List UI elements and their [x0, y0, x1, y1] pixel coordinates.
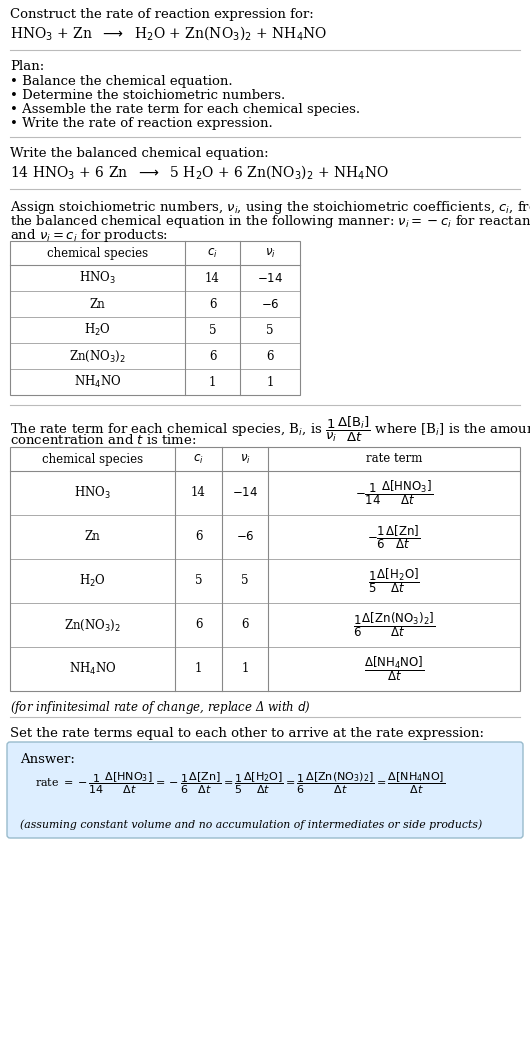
Text: (assuming constant volume and no accumulation of intermediates or side products): (assuming constant volume and no accumul…	[20, 818, 482, 830]
Text: Set the rate terms equal to each other to arrive at the rate expression:: Set the rate terms equal to each other t…	[10, 727, 484, 740]
Text: 1: 1	[266, 376, 273, 388]
Text: 1: 1	[195, 663, 202, 675]
Text: H$_2$O: H$_2$O	[84, 322, 111, 338]
Text: HNO$_3$: HNO$_3$	[74, 485, 111, 501]
Text: 6: 6	[209, 298, 216, 310]
Text: $-\dfrac{1}{14}\dfrac{\Delta[\mathrm{HNO_3}]}{\Delta t}$: $-\dfrac{1}{14}\dfrac{\Delta[\mathrm{HNO…	[355, 478, 433, 507]
Text: $\nu_i$: $\nu_i$	[264, 246, 276, 260]
Text: H$_2$O: H$_2$O	[79, 573, 106, 589]
Text: 6: 6	[195, 530, 202, 544]
Text: $-\dfrac{1}{6}\dfrac{\Delta[\mathrm{Zn}]}{\Delta t}$: $-\dfrac{1}{6}\dfrac{\Delta[\mathrm{Zn}]…	[367, 523, 421, 551]
Text: Zn(NO$_3$)$_2$: Zn(NO$_3$)$_2$	[64, 617, 121, 633]
Text: $-6$: $-6$	[261, 298, 279, 310]
Text: $\nu_i$: $\nu_i$	[240, 452, 250, 466]
Text: • Write the rate of reaction expression.: • Write the rate of reaction expression.	[10, 117, 273, 130]
Text: NH$_4$NO: NH$_4$NO	[69, 661, 116, 678]
Text: 6: 6	[195, 618, 202, 632]
Text: Zn: Zn	[90, 298, 105, 310]
Text: and $\nu_i = c_i$ for products:: and $\nu_i = c_i$ for products:	[10, 227, 168, 244]
Text: Zn: Zn	[85, 530, 100, 544]
Text: $-14$: $-14$	[257, 271, 283, 285]
Text: $\dfrac{\Delta[\mathrm{NH_4NO}]}{\Delta t}$: $\dfrac{\Delta[\mathrm{NH_4NO}]}{\Delta …	[364, 655, 425, 684]
Text: HNO$_3$: HNO$_3$	[79, 270, 116, 286]
Text: • Assemble the rate term for each chemical species.: • Assemble the rate term for each chemic…	[10, 103, 360, 116]
Text: • Determine the stoichiometric numbers.: • Determine the stoichiometric numbers.	[10, 89, 285, 102]
Text: rate $= -\dfrac{1}{14}\dfrac{\Delta[\mathrm{HNO_3}]}{\Delta t} = -\dfrac{1}{6}\d: rate $= -\dfrac{1}{14}\dfrac{\Delta[\mat…	[35, 772, 445, 797]
Text: $-14$: $-14$	[232, 487, 258, 499]
Text: concentration and $t$ is time:: concentration and $t$ is time:	[10, 433, 197, 447]
Text: 6: 6	[209, 350, 216, 362]
Text: 5: 5	[195, 574, 202, 588]
Bar	[10, 447, 520, 691]
Text: 1: 1	[241, 663, 249, 675]
Bar	[10, 241, 300, 395]
Text: (for infinitesimal rate of change, replace Δ with $d$): (for infinitesimal rate of change, repla…	[10, 699, 311, 716]
Text: $\dfrac{1}{5}\dfrac{\Delta[\mathrm{H_2O}]}{\Delta t}$: $\dfrac{1}{5}\dfrac{\Delta[\mathrm{H_2O}…	[368, 567, 420, 595]
Text: 5: 5	[241, 574, 249, 588]
Text: HNO$_3$ + Zn  $\longrightarrow$  H$_2$O + Zn(NO$_3$)$_2$ + NH$_4$NO: HNO$_3$ + Zn $\longrightarrow$ H$_2$O + …	[10, 24, 328, 42]
Text: $-6$: $-6$	[236, 530, 254, 544]
Text: $\dfrac{1}{6}\dfrac{\Delta[\mathrm{Zn(NO_3)_2}]}{\Delta t}$: $\dfrac{1}{6}\dfrac{\Delta[\mathrm{Zn(NO…	[353, 611, 435, 639]
Text: • Balance the chemical equation.: • Balance the chemical equation.	[10, 75, 233, 88]
Text: Assign stoichiometric numbers, $\nu_i$, using the stoichiometric coefficients, $: Assign stoichiometric numbers, $\nu_i$, …	[10, 199, 530, 216]
Text: NH$_4$NO: NH$_4$NO	[74, 374, 121, 390]
Text: $c_i$: $c_i$	[207, 246, 218, 260]
Text: Construct the rate of reaction expression for:: Construct the rate of reaction expressio…	[10, 8, 314, 21]
Text: Zn(NO$_3$)$_2$: Zn(NO$_3$)$_2$	[69, 349, 126, 363]
Text: 14: 14	[191, 487, 206, 499]
Text: $c_i$: $c_i$	[193, 452, 204, 466]
Text: Plan:: Plan:	[10, 60, 44, 73]
Text: 6: 6	[241, 618, 249, 632]
Text: Answer:: Answer:	[20, 753, 75, 766]
Text: the balanced chemical equation in the following manner: $\nu_i = -c_i$ for react: the balanced chemical equation in the fo…	[10, 213, 530, 230]
Text: The rate term for each chemical species, B$_i$, is $\dfrac{1}{\nu_i}\dfrac{\Delt: The rate term for each chemical species,…	[10, 416, 530, 445]
Text: chemical species: chemical species	[47, 246, 148, 260]
FancyBboxPatch shape	[7, 742, 523, 838]
Text: Write the balanced chemical equation:: Write the balanced chemical equation:	[10, 147, 269, 160]
Text: 14 HNO$_3$ + 6 Zn  $\longrightarrow$  5 H$_2$O + 6 Zn(NO$_3$)$_2$ + NH$_4$NO: 14 HNO$_3$ + 6 Zn $\longrightarrow$ 5 H$…	[10, 163, 389, 181]
Text: 5: 5	[209, 324, 216, 336]
Text: chemical species: chemical species	[42, 452, 143, 466]
Text: rate term: rate term	[366, 452, 422, 466]
Text: 14: 14	[205, 271, 220, 285]
Text: 1: 1	[209, 376, 216, 388]
Text: 5: 5	[266, 324, 274, 336]
Text: 6: 6	[266, 350, 274, 362]
